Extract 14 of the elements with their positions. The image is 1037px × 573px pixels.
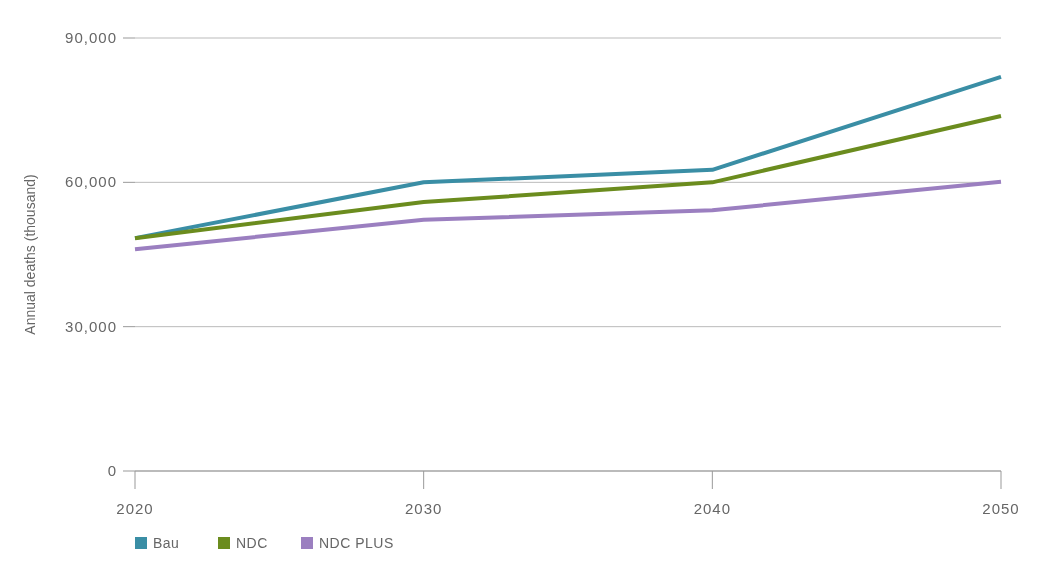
x-tick-label: 2030	[404, 500, 443, 517]
line-series	[133, 179, 1003, 252]
y-axis-title: Annual deaths (thousand)	[22, 174, 38, 335]
x-tick-label: 2040	[693, 500, 732, 517]
line-series	[133, 113, 1003, 241]
y-tick-label: 30,000	[65, 317, 117, 335]
y-tick-label: 90,000	[65, 29, 117, 46]
x-tick-label: 2050	[982, 500, 1020, 517]
legend-label: Bau	[153, 535, 180, 551]
y-tick-label: 0	[107, 462, 117, 479]
legend-label: NDC	[236, 535, 268, 551]
legend-label: NDC PLUS	[319, 535, 394, 551]
y-tick-label: 60,000	[65, 173, 117, 191]
x-tick-label: 2020	[116, 500, 154, 517]
